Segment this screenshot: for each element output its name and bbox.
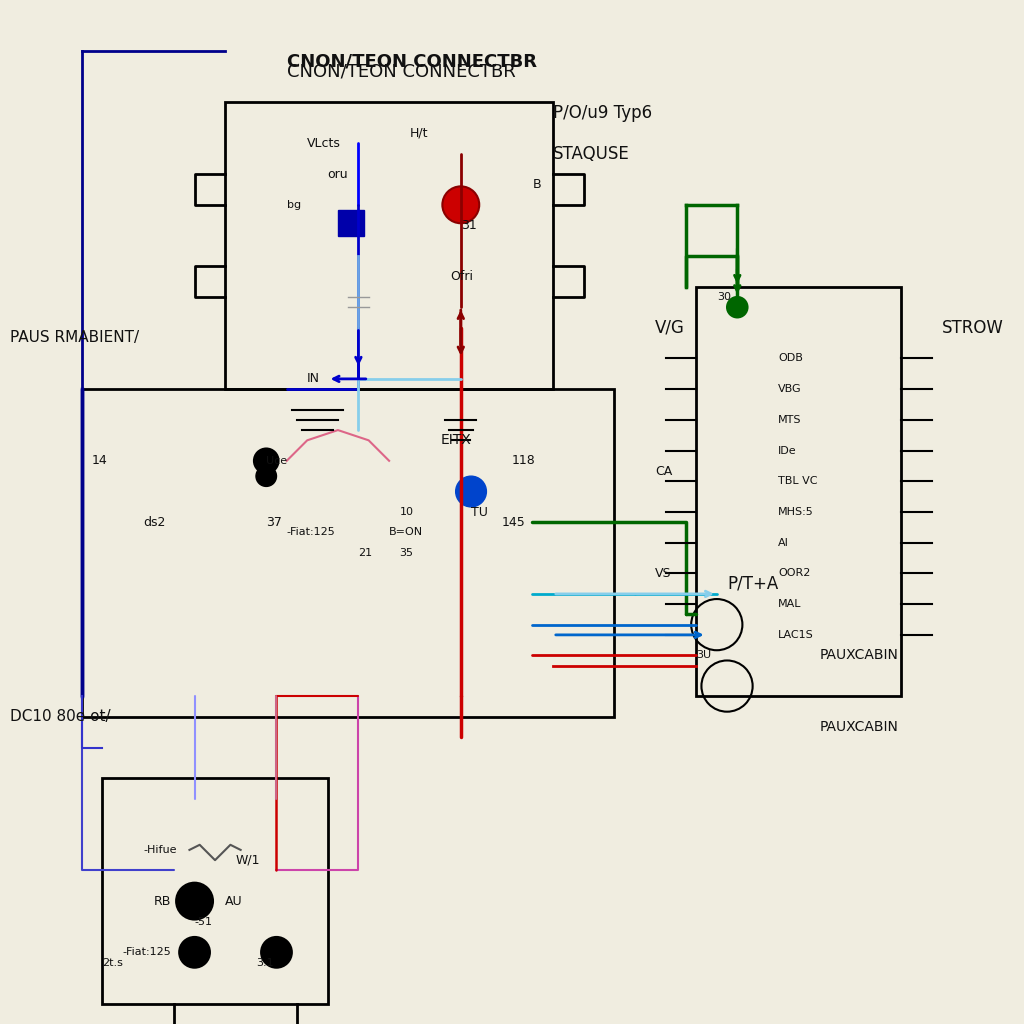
Bar (82, 389, 614, 717)
Text: AU: AU (225, 895, 243, 907)
Text: OOR2: OOR2 (778, 568, 811, 579)
Text: V/G: V/G (655, 318, 685, 337)
Text: STAQUSE: STAQUSE (553, 144, 630, 163)
Text: -Hifue: -Hifue (143, 845, 177, 855)
Text: CA: CA (655, 465, 673, 477)
Text: IN: IN (307, 373, 321, 385)
Circle shape (456, 476, 486, 507)
Text: ODB: ODB (778, 353, 803, 364)
Text: IDe: IDe (778, 445, 797, 456)
Text: 21: 21 (358, 548, 373, 558)
Bar (102, 778, 328, 1004)
Text: MTS: MTS (778, 415, 802, 425)
Text: RB: RB (154, 895, 171, 907)
Circle shape (727, 297, 748, 317)
Text: TBL VC: TBL VC (778, 476, 818, 486)
Circle shape (176, 883, 213, 920)
Text: 3.1: 3.1 (256, 957, 273, 968)
Text: 10: 10 (399, 507, 414, 517)
Text: AI: AI (778, 538, 790, 548)
Text: 145: 145 (502, 516, 525, 528)
Text: 31: 31 (461, 219, 476, 231)
Text: PAUXCABIN: PAUXCABIN (819, 720, 898, 734)
Text: Ofri: Ofri (451, 270, 473, 283)
Bar (696, 287, 901, 696)
Text: 2t.s: 2t.s (102, 957, 123, 968)
Text: PAUXCABIN: PAUXCABIN (819, 648, 898, 663)
Bar (225, 102, 553, 389)
Text: VS: VS (655, 567, 672, 580)
Text: 37: 37 (266, 516, 283, 528)
Text: 30: 30 (717, 292, 731, 302)
Text: EITX: EITX (440, 433, 471, 447)
Circle shape (256, 466, 276, 486)
Text: LAC1S: LAC1S (778, 630, 814, 640)
Text: PAUS RMABIENT/: PAUS RMABIENT/ (10, 331, 139, 345)
Text: oru: oru (328, 168, 348, 180)
Text: P/O/u9 Typ6: P/O/u9 Typ6 (553, 103, 652, 122)
Text: CNON/TEON CONNECTBR: CNON/TEON CONNECTBR (287, 52, 537, 71)
Text: MHS:5: MHS:5 (778, 507, 814, 517)
Text: B=ON: B=ON (389, 527, 423, 538)
Text: B: B (532, 178, 541, 190)
Text: 35: 35 (399, 548, 414, 558)
Text: VBG: VBG (778, 384, 802, 394)
Text: 3U: 3U (696, 650, 712, 660)
Circle shape (261, 937, 292, 968)
Circle shape (179, 937, 210, 968)
Text: W/1: W/1 (236, 854, 260, 866)
Text: H/t: H/t (410, 127, 428, 139)
Text: -Fiat:125: -Fiat:125 (287, 527, 336, 538)
Text: STROW: STROW (942, 318, 1004, 337)
Circle shape (254, 449, 279, 473)
Text: VLcts: VLcts (307, 137, 341, 150)
Text: -51: -51 (195, 916, 213, 927)
Text: 118: 118 (512, 455, 536, 467)
Text: MAL: MAL (778, 599, 802, 609)
Text: 14: 14 (92, 455, 108, 467)
Text: ds2: ds2 (143, 516, 166, 528)
Text: -Fiat:125: -Fiat:125 (123, 947, 172, 957)
Text: Uce: Uce (266, 456, 288, 466)
Text: DC10 80e ot/: DC10 80e ot/ (10, 710, 111, 724)
Text: TU: TU (471, 506, 487, 518)
Text: bg: bg (287, 200, 301, 210)
Text: P/T+A: P/T+A (727, 574, 778, 593)
Circle shape (442, 186, 479, 223)
Text: CNON/TEON CONNECTBR: CNON/TEON CONNECTBR (287, 62, 515, 81)
Bar (338, 210, 364, 236)
